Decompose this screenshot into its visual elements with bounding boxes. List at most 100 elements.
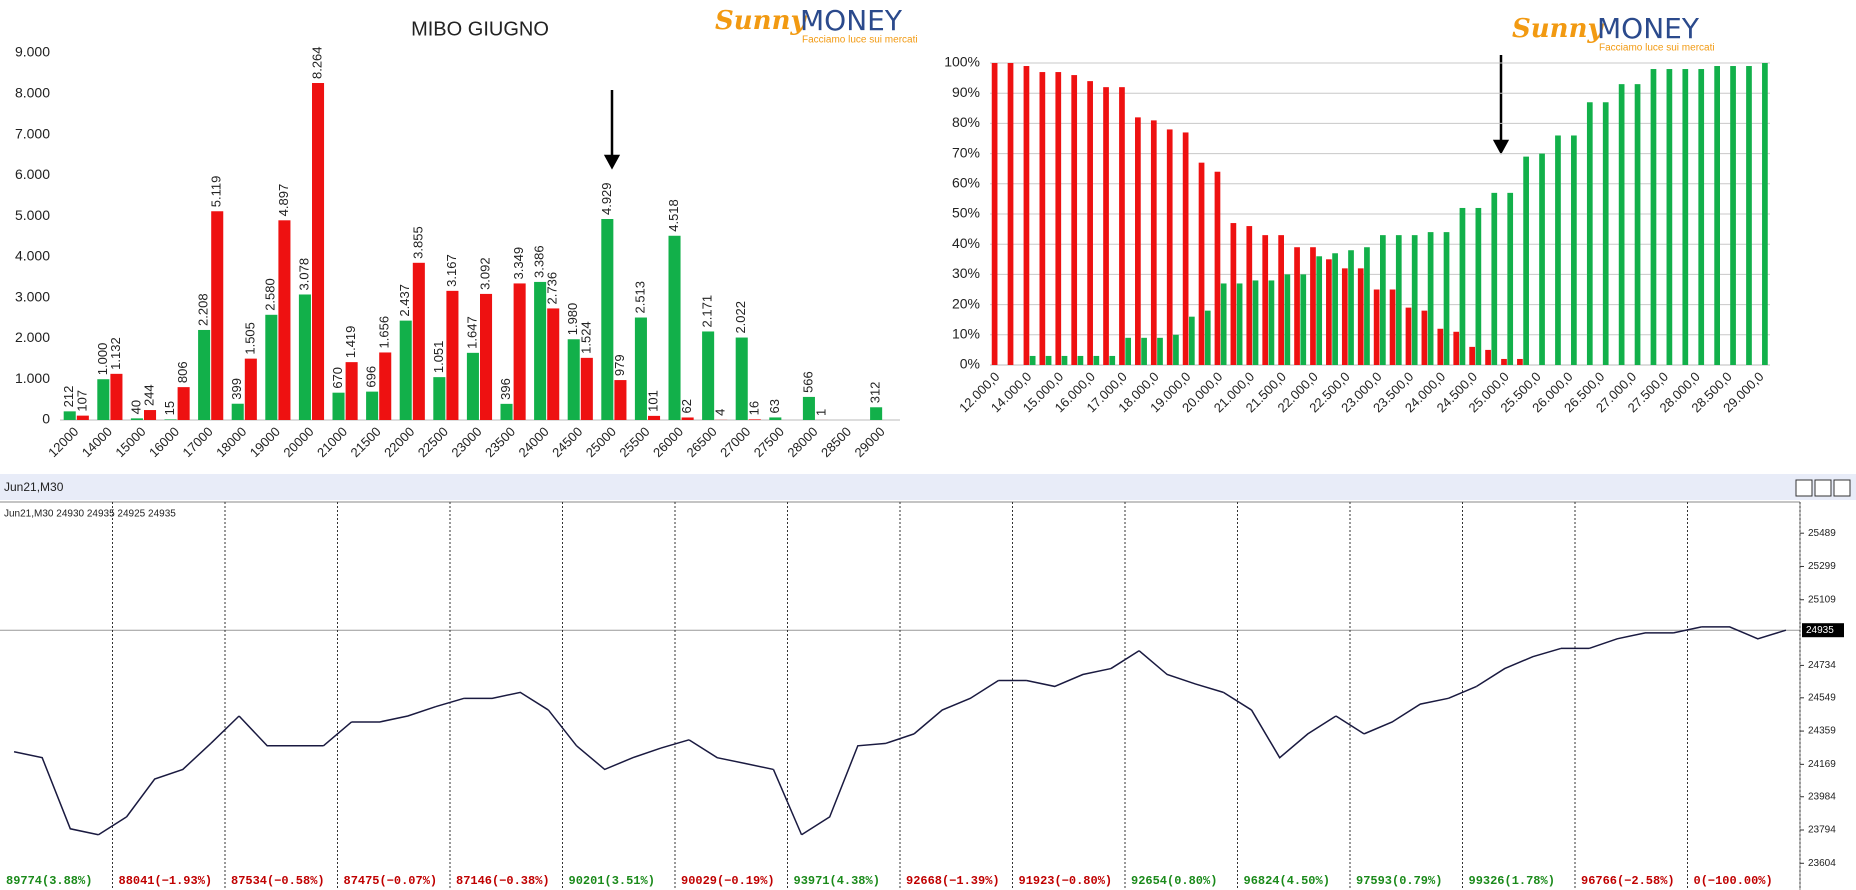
price-line xyxy=(1250,709,1337,759)
bar xyxy=(1485,349,1491,365)
bar xyxy=(1278,235,1284,365)
session-label: 91923(−0.80%) xyxy=(1019,874,1113,888)
bar xyxy=(1061,355,1068,365)
bar xyxy=(1007,63,1014,365)
bar xyxy=(366,391,379,420)
bar xyxy=(1411,235,1418,365)
bar xyxy=(534,281,547,420)
bar xyxy=(1469,346,1476,365)
bar xyxy=(1618,84,1625,365)
value-label: 3.855 xyxy=(410,226,425,259)
value-label: 40 xyxy=(128,400,143,414)
value-label: 1.419 xyxy=(343,326,358,359)
value-label: 1.000 xyxy=(95,343,110,376)
value-label: 1.505 xyxy=(242,322,257,355)
bar xyxy=(433,377,446,420)
session-link xyxy=(660,739,690,749)
x-tick-label: 20000 xyxy=(280,424,316,460)
value-label: 63 xyxy=(767,399,782,413)
session-label: 87475(−0.07%) xyxy=(344,874,438,888)
value-label: 312 xyxy=(868,382,883,404)
bar xyxy=(480,293,493,420)
x-tick-label: 17000 xyxy=(180,424,216,460)
bar xyxy=(1389,289,1396,365)
bar xyxy=(1310,247,1316,365)
bar xyxy=(1188,316,1195,365)
bar xyxy=(1135,117,1141,365)
bar xyxy=(1453,331,1460,365)
y-tick-label: 5.000 xyxy=(15,207,50,223)
bar xyxy=(1103,87,1109,365)
value-label: 3.092 xyxy=(477,257,492,290)
bar xyxy=(1173,334,1179,365)
bar xyxy=(1395,235,1402,365)
value-label: 4.518 xyxy=(666,199,681,232)
bar xyxy=(312,83,325,420)
value-label: 696 xyxy=(364,366,379,388)
bar xyxy=(1666,69,1673,365)
y-tick-label: 80% xyxy=(952,114,980,130)
maximize-button[interactable] xyxy=(1814,479,1832,497)
bar xyxy=(1125,337,1132,365)
x-tick-label: 22500 xyxy=(415,424,451,460)
session-link xyxy=(98,816,127,836)
y-tick-label: 25489 xyxy=(1808,528,1836,539)
bar xyxy=(648,415,661,420)
session-link xyxy=(1223,691,1252,711)
minimize-button[interactable] xyxy=(1795,479,1813,497)
price-line xyxy=(576,745,662,771)
bar xyxy=(1405,307,1412,365)
price-line xyxy=(1138,650,1224,694)
session-label: 88041(−1.93%) xyxy=(119,874,213,888)
bar xyxy=(1357,268,1364,365)
last-price-label: 24935 xyxy=(1806,625,1834,636)
bar xyxy=(1236,283,1243,365)
y-tick-label: 30% xyxy=(952,265,980,281)
close-button[interactable] xyxy=(1833,479,1851,497)
logo: Sunny MONEY Facciamo luce sui mercati xyxy=(715,4,918,46)
bar xyxy=(1294,247,1300,365)
bar xyxy=(1421,310,1428,365)
price-line xyxy=(1701,626,1787,640)
logo-tagline: Facciamo luce sui mercati xyxy=(802,35,918,46)
symbol-info: Jun21,M30 24930 24935 24925 24935 xyxy=(4,509,176,520)
value-label: 566 xyxy=(800,371,815,393)
bar xyxy=(198,329,211,420)
bar xyxy=(735,337,748,420)
bar xyxy=(265,314,278,420)
y-tick-label: 24169 xyxy=(1808,759,1836,770)
x-tick-label: 29000 xyxy=(852,424,888,460)
session-link xyxy=(322,721,353,747)
price-line xyxy=(1476,647,1562,688)
session-label: 92654(0.80%) xyxy=(1131,874,1217,888)
bar xyxy=(231,403,244,420)
price-line xyxy=(913,679,999,735)
bar xyxy=(466,352,479,420)
bar xyxy=(1523,156,1529,365)
bar xyxy=(244,358,257,420)
x-tick-label: 19000 xyxy=(247,424,283,460)
bar xyxy=(1087,81,1093,366)
bar xyxy=(177,387,190,420)
arrow xyxy=(603,55,1510,170)
value-label: 107 xyxy=(74,390,89,412)
x-tick-label: 23000 xyxy=(448,424,484,460)
bar xyxy=(1555,135,1561,365)
bar xyxy=(278,220,291,420)
value-label: 4.929 xyxy=(599,182,614,215)
bar xyxy=(1262,235,1269,365)
value-label: 1.524 xyxy=(578,321,593,354)
window-buttons[interactable] xyxy=(1795,479,1851,497)
bar xyxy=(513,283,526,420)
chart-title: MIBO GIUGNO xyxy=(411,18,549,40)
x-tick-label: 28000 xyxy=(784,424,820,460)
bar xyxy=(1341,268,1348,365)
bar xyxy=(144,410,157,420)
bar xyxy=(1332,253,1338,365)
bar xyxy=(580,357,593,420)
bar xyxy=(345,362,358,420)
y-tick-label: 0% xyxy=(960,356,980,372)
bar xyxy=(1539,153,1545,365)
price-line xyxy=(125,742,212,818)
